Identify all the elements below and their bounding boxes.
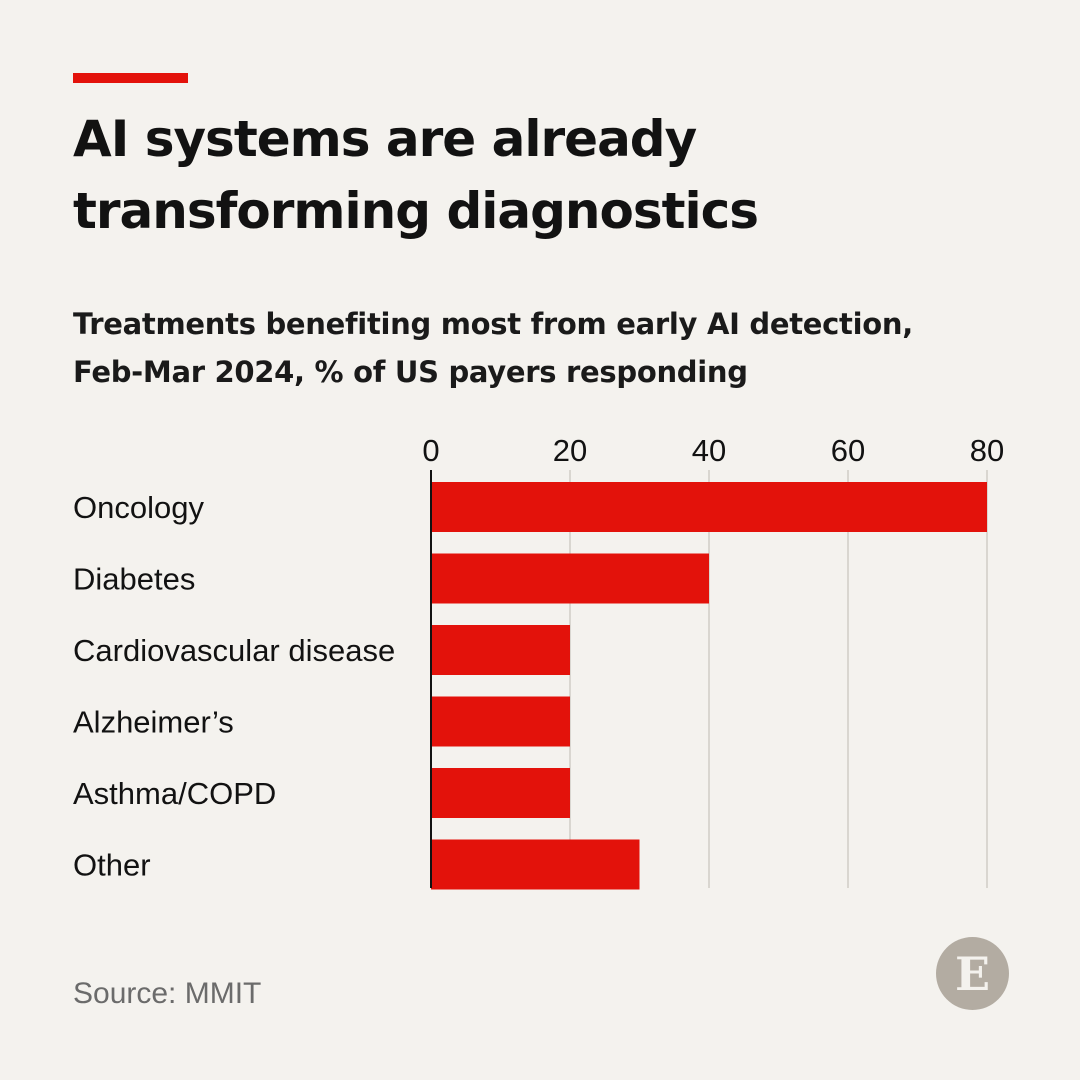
title-line-1: AI systems are already	[73, 110, 697, 168]
x-tick-label: 40	[692, 433, 726, 468]
x-tick-label: 80	[970, 433, 1004, 468]
accent-bar	[73, 73, 188, 83]
category-label: Diabetes	[73, 562, 195, 597]
category-label: Oncology	[73, 490, 204, 525]
source-note: Source: MMIT	[73, 977, 262, 1010]
economist-logo-icon: E	[936, 937, 1009, 1010]
bar-1	[431, 553, 709, 604]
bar-3	[431, 696, 570, 747]
category-label: Other	[73, 848, 151, 883]
bar-2	[431, 625, 570, 675]
category-label: Alzheimer’s	[73, 705, 234, 740]
bar-5	[431, 839, 640, 890]
subtitle-line-2: Feb-Mar 2024, % of US payers responding	[73, 355, 748, 389]
title-line-2: transforming diagnostics	[73, 182, 759, 240]
x-tick-label: 60	[831, 433, 865, 468]
x-tick-label: 0	[422, 433, 439, 468]
chart-subtitle: Treatments benefiting most from early AI…	[73, 300, 1023, 396]
bar-0	[431, 482, 987, 532]
chart-title: AI systems are already transforming diag…	[73, 103, 973, 247]
category-label: Cardiovascular disease	[73, 633, 395, 668]
x-tick-label: 20	[553, 433, 587, 468]
subtitle-line-1: Treatments benefiting most from early AI…	[73, 307, 913, 341]
bar-4	[431, 768, 570, 818]
category-label: Asthma/COPD	[73, 776, 276, 811]
